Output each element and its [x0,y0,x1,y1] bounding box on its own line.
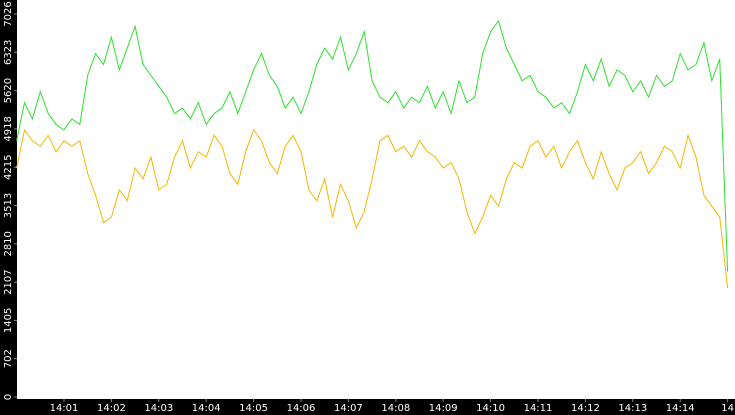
x-tick-label: 14:11 [524,403,553,414]
y-axis-strip [0,0,17,415]
x-tick-label: 14:14 [666,403,695,414]
x-tick-label: 14:06 [287,403,316,414]
y-tick-label: 4215 [3,155,14,180]
y-tick-label: 0 [3,394,14,400]
x-tick-label: 14:10 [476,403,505,414]
series-line [16,128,729,289]
x-tick-label: 14 [721,403,734,414]
y-tick-label: 7026 [3,1,14,26]
x-tick-label: 14:12 [571,403,600,414]
x-tick-label: 14:02 [97,403,126,414]
y-tick-label: 2107 [3,269,14,294]
y-tick-label: 3513 [3,193,14,218]
x-tick-label: 14:07 [334,403,363,414]
x-tick-label: 14:05 [239,403,268,414]
x-tick-label: 14:03 [144,403,173,414]
x-tick-label: 14:04 [192,403,221,414]
y-tick-label: 702 [3,349,14,368]
y-tick-label: 6323 [3,40,14,65]
y-tick-label: 5620 [3,78,14,103]
y-tick-label: 1405 [3,308,14,333]
x-tick-label: 14:01 [50,403,79,414]
x-axis-strip [0,399,735,415]
x-tick-label: 14:13 [618,403,647,414]
x-tick-label: 14:08 [381,403,410,414]
y-tick-label: 4918 [3,116,14,141]
y-tick-label: 2810 [3,231,14,256]
series-line [16,19,729,272]
x-tick-label: 14:09 [429,403,458,414]
